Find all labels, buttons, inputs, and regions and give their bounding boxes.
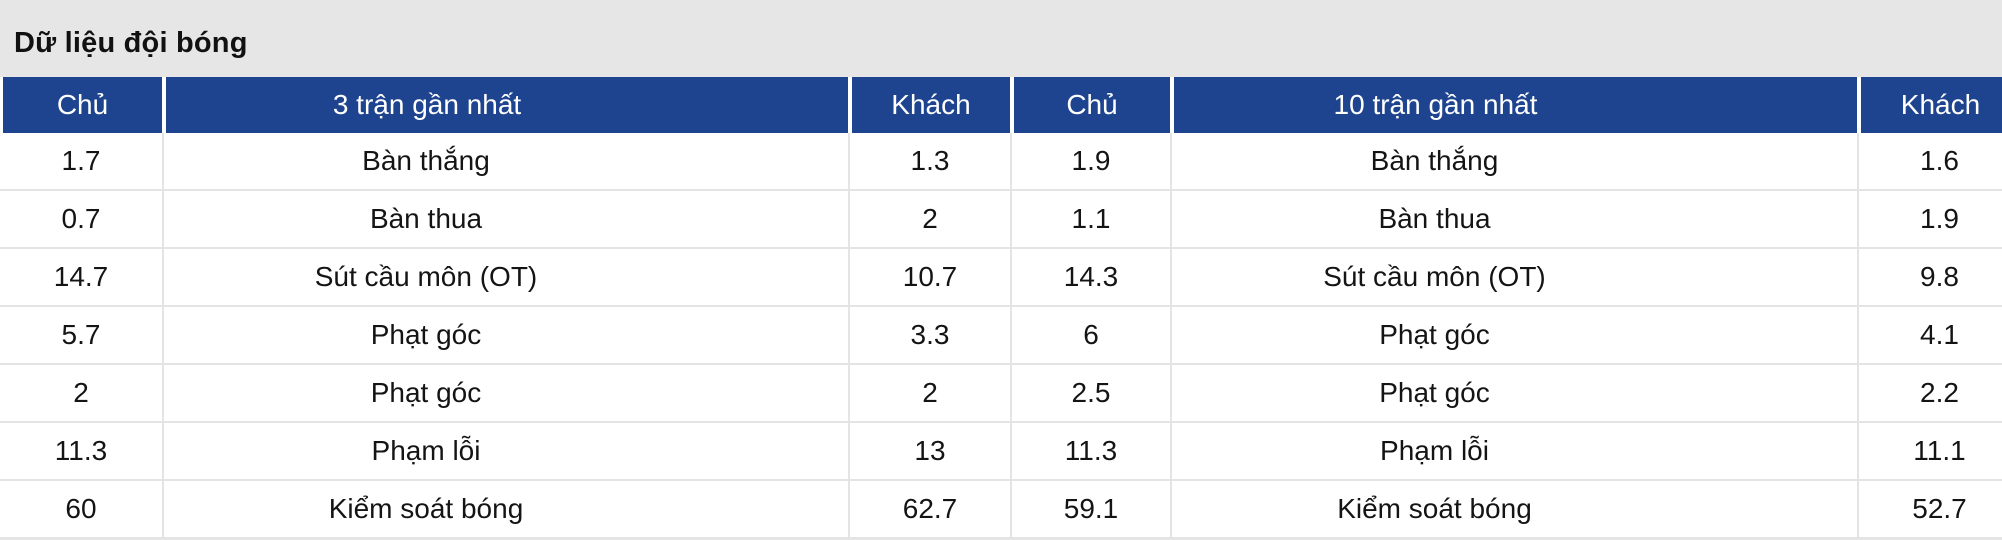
table-row: 14.7 Sút cầu môn (OT) 10.7 14.3 Sút cầu … [0, 249, 2002, 307]
l3-away-value: 10.7 [848, 249, 1010, 305]
l3-away-value: 62.7 [848, 481, 1010, 537]
table-row: 5.7 Phạt góc 3.3 6 Phạt góc 4.1 [0, 307, 2002, 365]
table-header-row: Chủ 3 trận gần nhất Khách Chủ 10 trận gầ… [0, 77, 2002, 133]
l10-away-value: 9.8 [1857, 249, 2002, 305]
l3-stat-name: Phạt góc [162, 307, 848, 363]
l10-stat-name: Phạt góc [1170, 365, 1857, 421]
l10-stat-name: Kiểm soát bóng [1170, 481, 1857, 537]
l3-stat-name: Phạt góc [162, 365, 848, 421]
table-row: 0.7 Bàn thua 2 1.1 Bàn thua 1.9 [0, 191, 2002, 249]
l3-away-value: 1.3 [848, 133, 1010, 189]
title-band: Dữ liệu đội bóng [0, 0, 2002, 77]
l10-stat-name: Phạt góc [1170, 307, 1857, 363]
l10-stat-name: Phạm lỗi [1170, 423, 1857, 479]
l3-stat-name: Phạm lỗi [162, 423, 848, 479]
header-last10-matches: 10 trận gần nhất [1170, 77, 1857, 133]
l3-stat-name: Kiểm soát bóng [162, 481, 848, 537]
l10-away-value: 1.6 [1857, 133, 2002, 189]
l10-stat-name: Sút cầu môn (OT) [1170, 249, 1857, 305]
header-away-last3: Khách [848, 77, 1010, 133]
l10-away-value: 2.2 [1857, 365, 2002, 421]
l3-away-value: 2 [848, 191, 1010, 247]
l3-home-value: 5.7 [61, 319, 101, 350]
l10-home-value: 2.5 [1010, 365, 1170, 421]
l3-home-value: 0.7 [61, 203, 101, 234]
table-row: 11.3 Phạm lỗi 13 11.3 Phạm lỗi 11.1 [0, 423, 2002, 481]
l10-stat-name: Bàn thắng [1170, 133, 1857, 189]
l10-away-value: 11.1 [1857, 423, 2002, 479]
header-last3-matches: 3 trận gần nhất [162, 77, 848, 133]
team-stats-table: Chủ 3 trận gần nhất Khách Chủ 10 trận gầ… [0, 77, 2002, 539]
l3-away-value: 2 [848, 365, 1010, 421]
l3-stat-name: Sút cầu môn (OT) [162, 249, 848, 305]
table-row: 1.7 Bàn thắng 1.3 1.9 Bàn thắng 1.6 [0, 133, 2002, 191]
l10-home-value: 6 [1010, 307, 1170, 363]
l3-stat-name: Bàn thắng [162, 133, 848, 189]
l10-stat-name: Bàn thua [1170, 191, 1857, 247]
l3-stat-name: Bàn thua [162, 191, 848, 247]
l3-home-value: 2 [73, 377, 89, 408]
l3-home-value: 60 [65, 493, 97, 524]
panel-title: Dữ liệu đội bóng [14, 26, 248, 59]
table-row: 2 Phạt góc 2 2.5 Phạt góc 2.2 [0, 365, 2002, 423]
header-home-last10: Chủ [1010, 77, 1170, 133]
header-away-last10: Khách [1857, 77, 2002, 133]
l10-away-value: 1.9 [1857, 191, 2002, 247]
l10-away-value: 4.1 [1857, 307, 2002, 363]
header-home-last3: Chủ [0, 77, 162, 133]
table-row: 60 Kiểm soát bóng 62.7 59.1 Kiểm soát bó… [0, 481, 2002, 539]
l3-away-value: 13 [848, 423, 1010, 479]
l10-home-value: 59.1 [1010, 481, 1170, 537]
l10-home-value: 1.1 [1010, 191, 1170, 247]
l3-home-value: 11.3 [54, 435, 108, 466]
l10-home-value: 11.3 [1010, 423, 1170, 479]
l3-home-value: 14.7 [53, 261, 109, 292]
l3-home-value: 1.7 [61, 145, 101, 176]
l10-home-value: 1.9 [1010, 133, 1170, 189]
l10-away-value: 52.7 [1857, 481, 2002, 537]
l10-home-value: 14.3 [1010, 249, 1170, 305]
l3-away-value: 3.3 [848, 307, 1010, 363]
